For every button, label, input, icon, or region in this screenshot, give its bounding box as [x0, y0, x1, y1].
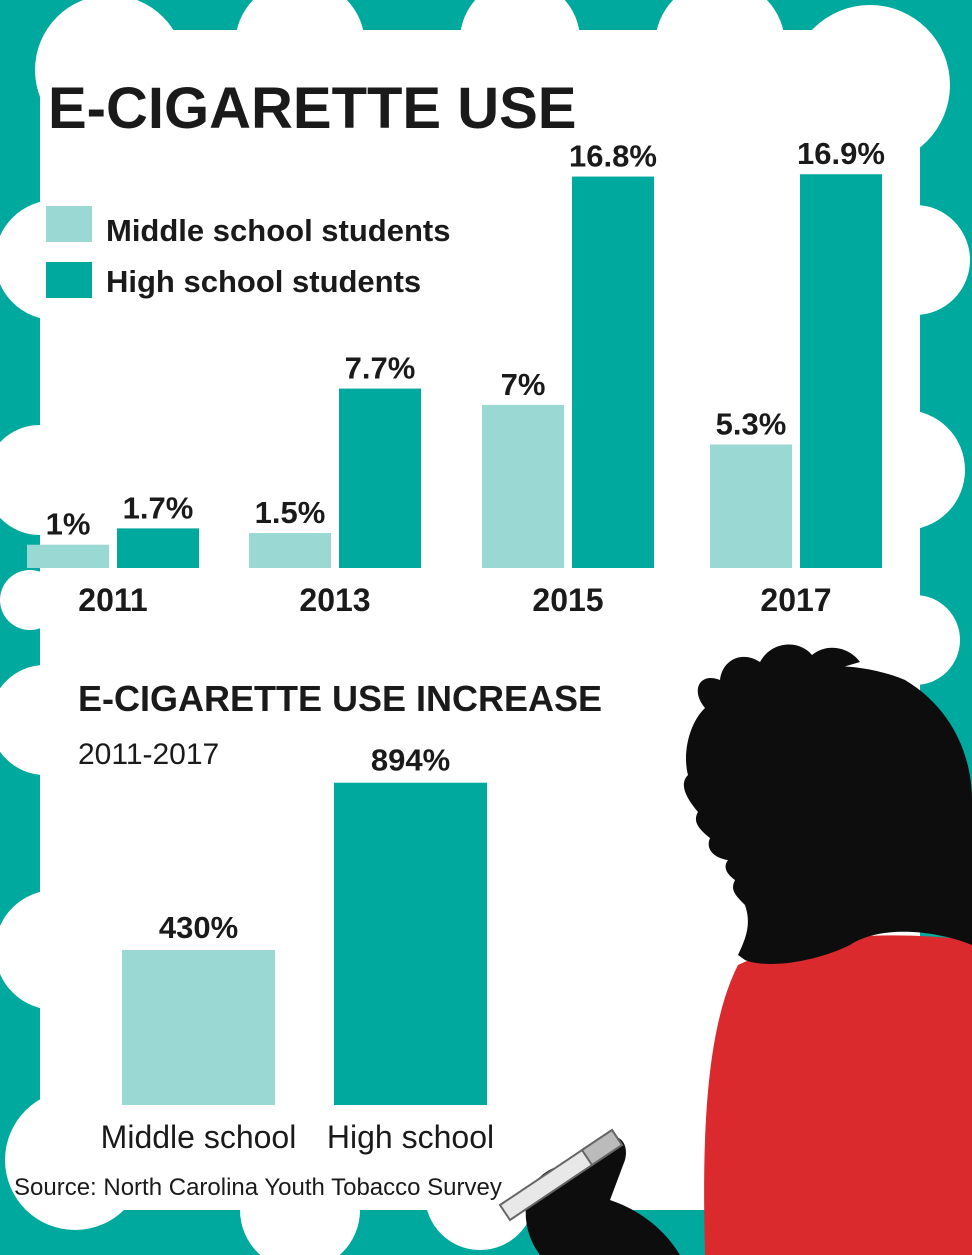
increase-chart: E-CIGARETTE USE INCREASE 2011-2017 430% 8… [78, 678, 602, 1155]
usage-bars [27, 174, 882, 569]
value-label-2011-high-school: 1.7% [123, 490, 194, 525]
head-silhouette [683, 644, 972, 965]
increase-chart-subtitle: 2011-2017 [78, 738, 219, 771]
bar-2017-high-school [800, 174, 882, 569]
legend-label-high-school: High school students [106, 264, 421, 299]
year-label-2015: 2015 [532, 582, 603, 618]
increase-category-high-school: High school [327, 1119, 494, 1155]
chart-title: E-CIGARETTE USE [48, 76, 577, 141]
increase-chart-title: E-CIGARETTE USE INCREASE [78, 678, 602, 719]
legend-label-middle-school: Middle school students [106, 213, 450, 248]
value-label-2015-high-school: 16.8% [569, 139, 657, 174]
legend-item-middle: Middle school students [46, 206, 450, 248]
increase-category-middle-school: Middle school [101, 1119, 297, 1155]
value-label-2017-high-school: 16.9% [797, 136, 885, 171]
increase-value-high-school: 894% [371, 743, 450, 778]
mouth-shape [712, 893, 735, 911]
smoking-person-illustration [498, 644, 972, 1255]
year-label-2011: 2011 [78, 582, 147, 618]
usage-chart: E-CIGARETTE USE Middle school students H… [27, 76, 885, 618]
bar-2011-high-school [117, 528, 199, 568]
increase-value-labels: 430% 894% [159, 743, 450, 945]
bar-2011-middle-school [27, 544, 109, 568]
legend-item-high: High school students [46, 262, 421, 299]
usage-year-labels: 2011 2013 2015 2017 [78, 582, 831, 618]
increase-bars [122, 782, 487, 1105]
year-label-2017: 2017 [760, 582, 831, 618]
increase-value-middle-school: 430% [159, 910, 238, 945]
bar-2015-high-school [572, 176, 654, 568]
source-note: Source: North Carolina Youth Tobacco Sur… [14, 1174, 502, 1201]
bar-2017-middle-school [710, 444, 792, 568]
value-label-2015-middle-school: 7% [501, 367, 546, 402]
increase-category-labels: Middle school High school [101, 1119, 494, 1155]
increase-bar-middle-school [122, 949, 275, 1105]
legend-swatch-high-school [46, 262, 92, 298]
bar-2013-high-school [339, 388, 421, 568]
bar-2015-middle-school [482, 404, 564, 568]
legend: Middle school students High school stude… [46, 206, 450, 299]
value-label-2013-middle-school: 1.5% [255, 495, 326, 530]
bar-2013-middle-school [249, 533, 331, 568]
usage-value-labels: 1% 1.7% 1.5% 7.7% 7% 16.8% 5.3% 16.9% [46, 136, 885, 541]
legend-swatch-middle-school [46, 206, 92, 242]
value-label-2013-high-school: 7.7% [345, 351, 416, 386]
shirt-shape [704, 935, 972, 1255]
year-label-2013: 2013 [299, 582, 370, 618]
value-label-2017-middle-school: 5.3% [716, 407, 787, 442]
e-cigarette-icon [498, 1128, 624, 1222]
increase-bar-high-school [334, 782, 487, 1105]
value-label-2011-middle-school: 1% [46, 507, 91, 542]
